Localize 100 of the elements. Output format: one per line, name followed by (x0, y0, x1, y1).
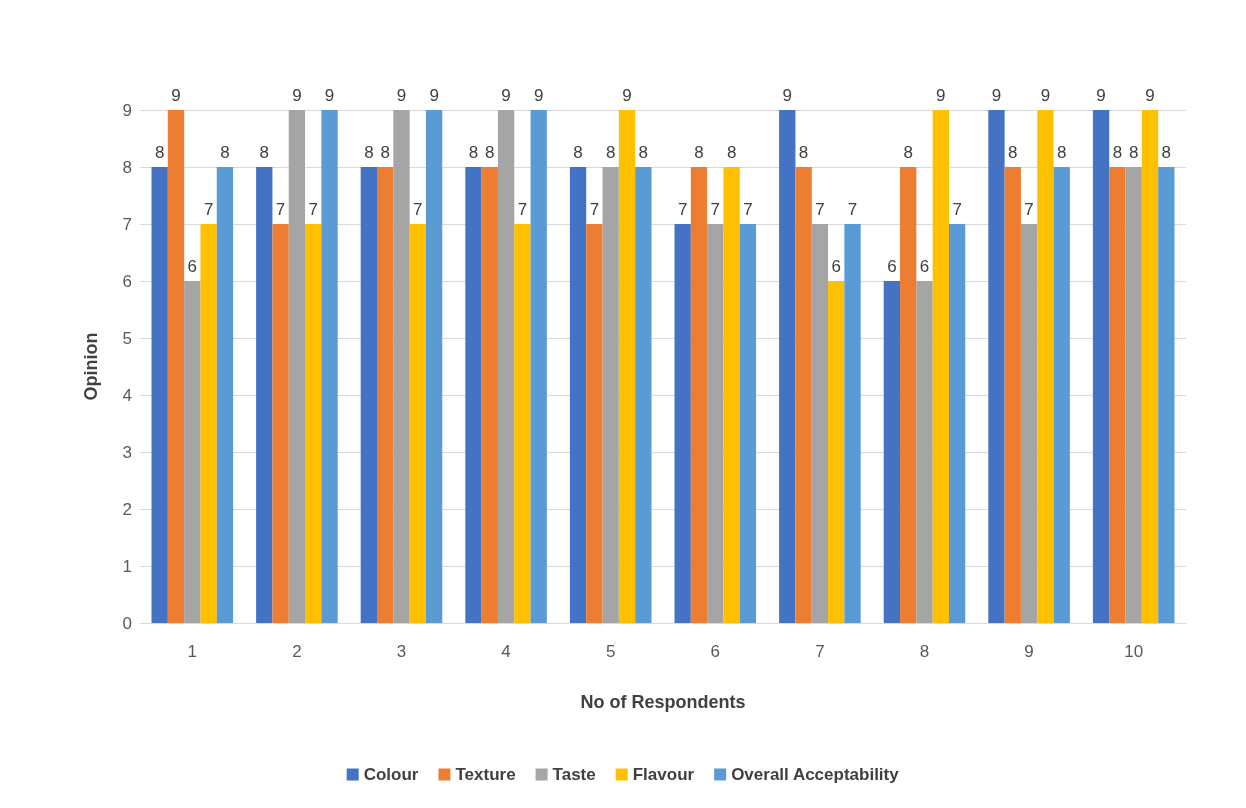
bar (167, 110, 185, 623)
bar (425, 110, 443, 623)
data-label: 7 (308, 200, 318, 219)
data-label: 7 (743, 200, 753, 219)
y-tick-label: 6 (122, 271, 132, 291)
bar (497, 110, 515, 623)
data-label: 7 (847, 200, 858, 219)
bar (586, 224, 603, 623)
data-label: 8 (1112, 143, 1123, 162)
bar (1092, 110, 1110, 623)
data-label: 8 (468, 143, 479, 162)
x-tick-label: 7 (815, 642, 825, 661)
bar (635, 167, 652, 623)
x-tick-label: 4 (501, 642, 511, 661)
data-label: 8 (726, 143, 737, 162)
y-axis-title: Opinion (81, 332, 101, 401)
bar (481, 167, 498, 623)
bar (828, 281, 845, 623)
data-label: 9 (501, 86, 511, 105)
bar (530, 110, 547, 623)
legend-label: Flavour (632, 765, 695, 784)
y-tick-label: 2 (122, 499, 132, 519)
data-label: 9 (324, 86, 335, 105)
data-label: 9 (1040, 86, 1051, 105)
data-label: 9 (782, 86, 792, 105)
data-label: 8 (380, 143, 390, 162)
x-tick-label: 3 (396, 642, 407, 661)
bar (360, 167, 378, 623)
bar (288, 110, 306, 623)
bar (948, 224, 966, 623)
bar (900, 167, 917, 623)
data-label: 9 (991, 86, 1002, 105)
bar (1053, 167, 1070, 623)
data-label: 7 (517, 200, 528, 219)
bar (377, 167, 394, 623)
bar (618, 110, 636, 623)
bar (256, 167, 273, 623)
data-label: 6 (919, 257, 930, 276)
y-tick-label: 5 (122, 328, 132, 348)
bar (514, 224, 531, 623)
data-label: 6 (187, 257, 198, 276)
legend-label: Colour (363, 765, 419, 784)
legend-label: Taste (552, 765, 596, 784)
bar (602, 167, 619, 623)
data-label: 8 (364, 143, 374, 162)
data-label: 9 (1096, 86, 1106, 105)
data-label: 6 (831, 257, 841, 276)
x-axis-title: No of Respondents (580, 692, 746, 712)
data-label: 7 (1024, 200, 1034, 219)
data-label: 7 (589, 200, 600, 219)
x-tick-label: 2 (292, 642, 302, 661)
bar (305, 224, 322, 623)
bar (151, 167, 168, 623)
data-label: 7 (203, 200, 214, 219)
bar (1158, 167, 1175, 623)
bar (811, 224, 829, 623)
bar (1141, 110, 1159, 623)
data-label: 8 (638, 143, 649, 162)
data-label: 8 (1161, 143, 1172, 162)
bar (1004, 167, 1021, 623)
data-label: 8 (573, 143, 583, 162)
bar (739, 224, 757, 623)
data-label: 8 (605, 143, 616, 162)
x-tick-label: 10 (1124, 642, 1144, 661)
y-tick-label: 4 (122, 385, 132, 405)
data-label: 8 (154, 143, 165, 162)
y-tick-label: 0 (122, 613, 132, 633)
bar (184, 281, 201, 623)
bar (321, 110, 338, 623)
data-label: 8 (1128, 143, 1139, 162)
bar (723, 167, 740, 623)
bar (932, 110, 949, 623)
bar (465, 167, 482, 623)
bar (1109, 167, 1126, 623)
x-tick-label: 6 (710, 642, 721, 661)
data-label: 6 (887, 257, 897, 276)
y-tick-label: 1 (122, 556, 132, 576)
data-label: 7 (710, 200, 721, 219)
bar (690, 167, 708, 623)
data-label: 9 (1145, 86, 1155, 105)
data-label: 7 (952, 200, 962, 219)
legend-label: Texture (455, 765, 516, 784)
data-label: 8 (1008, 143, 1018, 162)
x-tick-label: 9 (1024, 642, 1034, 661)
bar (1125, 167, 1142, 623)
y-tick-label: 3 (122, 442, 132, 462)
y-tick-label: 9 (122, 100, 132, 120)
data-label: 8 (259, 143, 269, 162)
bar (216, 167, 234, 623)
x-tick-label: 1 (187, 642, 198, 661)
data-label: 9 (936, 86, 946, 105)
data-label: 8 (903, 143, 913, 162)
data-label: 8 (220, 143, 230, 162)
y-tick-label: 8 (122, 157, 132, 177)
data-label: 7 (413, 200, 423, 219)
data-label: 7 (275, 200, 286, 219)
data-label: 9 (171, 86, 181, 105)
bar (779, 110, 796, 623)
data-label: 8 (485, 143, 495, 162)
data-label: 9 (292, 86, 302, 105)
